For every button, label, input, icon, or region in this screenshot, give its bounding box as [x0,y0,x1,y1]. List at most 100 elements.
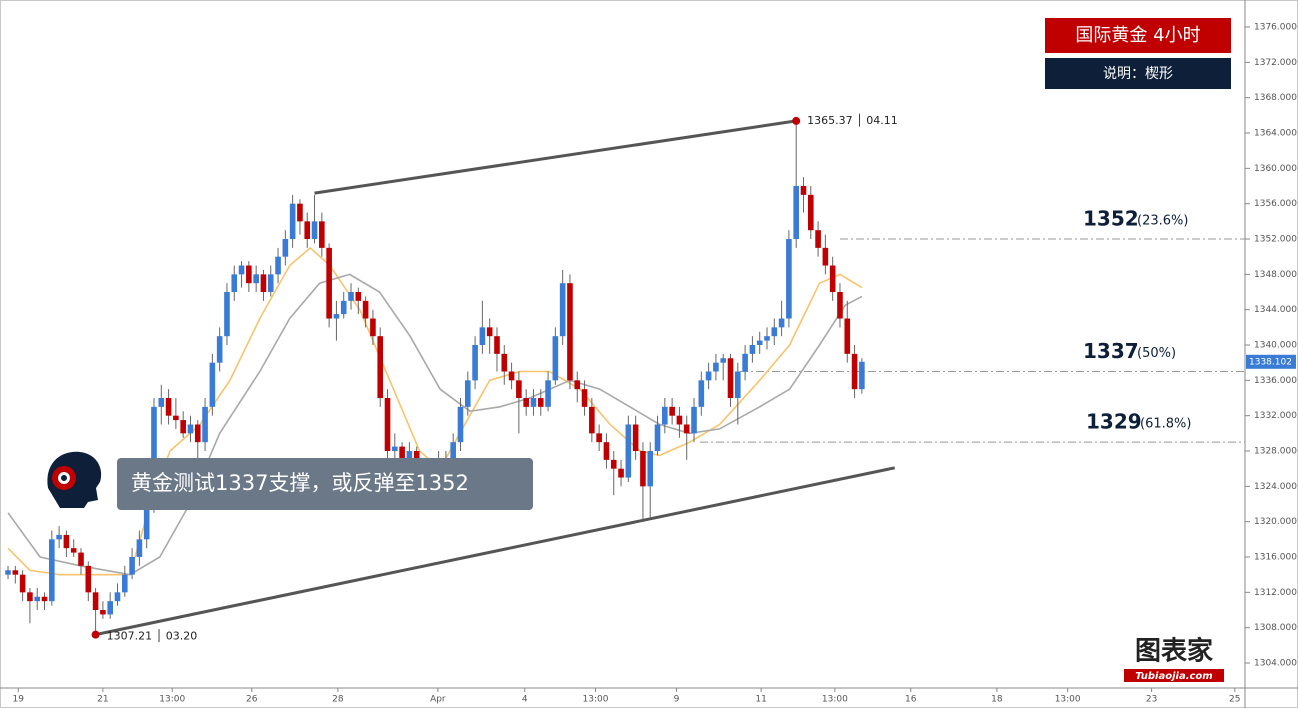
candle-body [34,596,41,602]
candle-body [56,534,62,540]
candle-body [683,424,690,434]
candle-body [479,327,486,346]
level-note: (61.8%) [1140,417,1191,432]
candle-body [282,239,289,257]
candle-body [231,274,238,293]
watermark-url: Tubiaojia.com [1135,671,1212,682]
candle-body [114,592,121,602]
candle-body [589,406,595,434]
candle-body [494,336,500,354]
candle-body [377,336,384,399]
x-tick-label: 11 [755,695,766,705]
candle-body [632,424,639,452]
y-tick-label: 1376.000 [1254,23,1297,33]
candle-body [559,283,566,337]
candle-body [851,353,858,390]
candle-body [224,292,230,337]
candle-body [267,274,274,293]
x-tick-label: 9 [674,695,680,705]
y-tick-label: 1352.000 [1254,235,1297,245]
y-tick-label: 1344.000 [1254,305,1297,315]
candle-body [19,574,26,593]
candle-body [618,468,624,478]
x-tick-label: 26 [246,695,258,705]
candle-body [70,548,77,553]
trendline [314,119,797,195]
candle-body [275,256,281,275]
x-tick-label: Apr [430,695,446,705]
candle-body [807,194,814,231]
candle-body [501,353,508,372]
candle-body [392,446,398,452]
candle-body [100,610,106,615]
x-tick-label: 4 [522,695,528,705]
candle-body [749,345,756,354]
x-tick-label: 13:00 [1055,695,1081,705]
candle-body [216,336,223,363]
x-tick-label: 13:00 [583,695,609,705]
x-tick-label: 18 [991,695,1003,705]
candle-body [756,340,763,346]
badge-subtitle: 说明：楔形 [1103,66,1173,82]
candle-body [530,398,537,407]
x-tick-label: 19 [13,695,25,705]
candle-body [464,380,471,407]
candle-body [778,318,785,328]
candle-body [253,274,259,284]
candle-body [859,361,865,390]
badge-title-box [1045,18,1231,53]
candle-body [333,314,340,319]
last-price-box [1246,354,1296,369]
candle-body [764,336,770,341]
badge-subtitle-box [1045,58,1231,89]
candle-body [844,318,851,354]
y-tick-label: 1328.000 [1254,447,1297,457]
y-tick-label: 1336.000 [1254,376,1297,386]
candle-body [41,596,48,602]
level-note: (23.6%) [1137,214,1188,229]
level-value: 1329 [1086,410,1142,434]
candle-body [304,221,311,240]
extreme-label: 1307.21 │ 03.20 [107,629,198,643]
y-tick-label: 1364.000 [1254,129,1297,139]
candle-body [260,274,267,293]
y-tick-label: 1324.000 [1254,482,1297,492]
candle-body [202,406,208,443]
candle-body [822,247,829,266]
candle-body [552,336,559,381]
candle-body [713,362,719,372]
candle-body [516,380,522,399]
candle-body [362,300,369,319]
candle-body [596,433,602,443]
candle-body [457,406,464,443]
watermark-bar [1124,669,1224,682]
y-tick-label: 1308.000 [1254,623,1297,633]
y-tick-label: 1320.000 [1254,517,1297,527]
x-tick-label: 21 [97,695,108,705]
moving-average [7,273,863,576]
y-tick-label: 1304.000 [1254,659,1297,669]
candle-body [187,424,194,434]
candle-body [246,265,252,284]
candle-body [581,389,588,407]
candle-body [340,300,347,315]
candle-body [676,415,683,425]
x-tick-label: 13:00 [822,695,848,705]
candle-body [297,203,303,222]
candle-body [705,371,712,381]
candle-body [654,424,661,452]
x-tick-label: 25 [1229,695,1240,705]
candle-body [771,327,778,337]
candle-body [727,358,734,399]
candle-body [78,552,84,566]
candle-body [640,451,646,487]
badge-title: 国际黄金 4小时 [1075,25,1200,46]
candle-body [49,539,55,602]
candle-body [384,398,391,452]
candle-body [567,283,573,381]
y-tick-label: 1372.000 [1254,58,1297,68]
candle-body [5,570,11,575]
y-tick-label: 1348.000 [1254,270,1297,280]
caption-box [117,458,533,510]
